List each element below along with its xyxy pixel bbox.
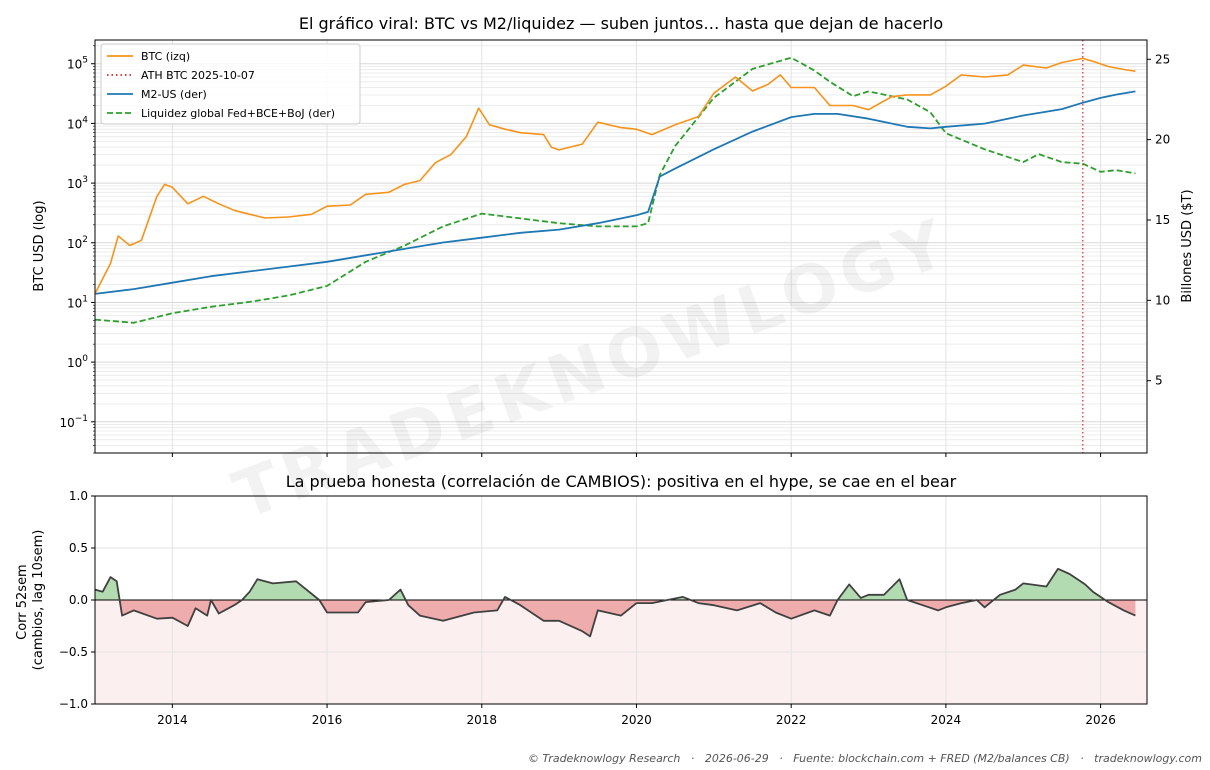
legend: BTC (izq) ATH BTC 2025-10-07 M2-US (der) Li… <box>100 43 361 125</box>
series-line-2 <box>94 56 1136 324</box>
legend-entry: BTC (izq) <box>141 50 190 63</box>
x-tick-label: 2016 <box>312 713 343 727</box>
y-tick-label: 0.5 <box>69 541 88 555</box>
y-tick-label: −1.0 <box>59 697 88 711</box>
bottom-ticks: 1.0 0.5 0.0 −0.5 −1.0 2014 2016 2018 2020 2022 202… <box>59 489 1116 727</box>
x-tick-label: 2022 <box>776 713 807 727</box>
y-tick-label: 1.0 <box>69 489 88 503</box>
x-tick-label: 2024 <box>931 713 962 727</box>
y-tick-label: −0.5 <box>59 645 88 659</box>
series-line-0 <box>94 57 1136 295</box>
y-right-tick-label: 10 <box>1155 293 1170 307</box>
positive-area <box>95 568 1136 600</box>
negative-area <box>95 600 1136 637</box>
top-plot-frame <box>94 39 1148 454</box>
bottom-chart-title: La prueba honesta (correlación de CAMBIO… <box>286 472 957 491</box>
legend-entry: Liquidez global Fed+BCE+BoJ (der) <box>141 107 335 120</box>
y-left-tick-label: 105 <box>67 56 88 72</box>
top-y-right-label: Billones USD ($T) <box>1180 189 1195 302</box>
footer: © Tradeknowlogy Research · 2026-06-29 · … <box>528 752 1202 765</box>
bottom-y-label: Corr 52sem (cambios, lag 10sem) <box>15 530 46 671</box>
y-left-tick-label: 102 <box>67 235 88 251</box>
legend-entry: ATH BTC 2025-10-07 <box>141 69 255 82</box>
legend-box <box>100 43 361 125</box>
corr-line <box>94 567 1136 638</box>
x-tick-label: 2020 <box>621 713 652 727</box>
x-tick-label: 2018 <box>466 713 497 727</box>
series-line-1 <box>94 90 1136 295</box>
bottom-chart: La prueba honesta (correlación de CAMBIO… <box>15 472 1148 727</box>
top-y-left-label: BTC USD (log) <box>32 200 47 291</box>
y-left-tick-label: 10−1 <box>59 414 88 430</box>
top-chart: El gráfico viral: BTC vs M2/liquidez — s… <box>32 14 1195 457</box>
top-chart-title: El gráfico viral: BTC vs M2/liquidez — s… <box>299 14 943 33</box>
y-right-tick-label: 25 <box>1155 52 1170 66</box>
x-tick-label: 2014 <box>157 713 188 727</box>
top-grid <box>95 40 1147 454</box>
y-left-tick-label: 100 <box>67 354 88 370</box>
x-tick-label: 2026 <box>1085 713 1116 727</box>
y-left-tick-label: 101 <box>67 294 88 310</box>
y-left-tick-label: 104 <box>67 115 88 131</box>
y-left-tick-label: 103 <box>67 175 88 191</box>
legend-entry: M2-US (der) <box>141 88 207 101</box>
bottom-series <box>94 567 1147 638</box>
top-series <box>94 40 1136 453</box>
bottom-y-label-line-1: Corr 52sem <box>15 564 30 640</box>
y-right-tick-label: 5 <box>1155 374 1163 388</box>
y-tick-label: 0.0 <box>69 593 88 607</box>
bottom-y-label-line-2: (cambios, lag 10sem) <box>31 530 46 671</box>
y-right-tick-label: 15 <box>1155 213 1170 227</box>
y-right-tick-label: 20 <box>1155 133 1170 147</box>
